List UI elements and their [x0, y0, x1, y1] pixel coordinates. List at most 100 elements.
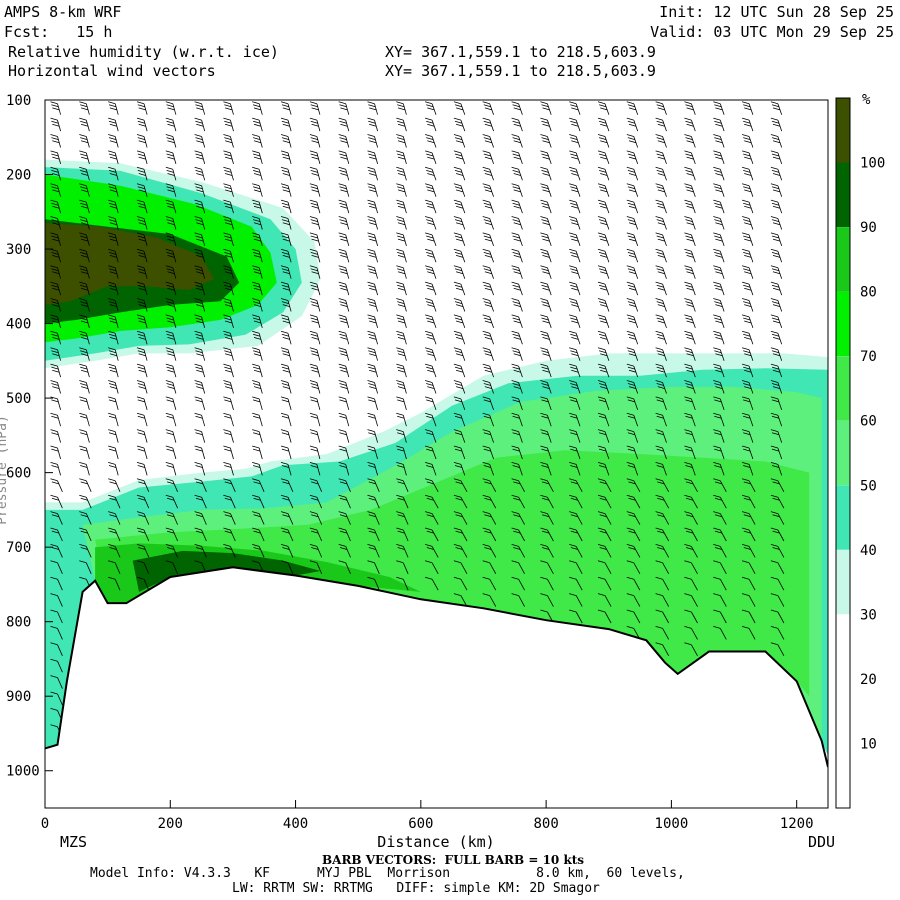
wind-barb-feather — [626, 183, 634, 187]
wind-barb-feather — [166, 104, 174, 108]
wind-barb-shaft — [489, 513, 497, 525]
wind-barb-feather — [454, 399, 463, 403]
wind-barb-shaft — [258, 169, 263, 181]
wind-barb-shaft — [460, 415, 466, 427]
wind-barb-feather — [600, 337, 608, 340]
wind-barb-feather — [426, 301, 434, 304]
wind-barb-shaft — [633, 169, 639, 181]
wind-barb-feather — [167, 271, 175, 275]
wind-barb-feather — [80, 235, 88, 239]
wind-barb-feather — [744, 156, 752, 160]
wind-barb-feather — [770, 478, 779, 482]
wind-barb-feather — [685, 301, 693, 304]
wind-barb-feather — [339, 497, 348, 501]
wind-barb-feather — [369, 140, 377, 144]
colorbar-swatch — [836, 420, 850, 486]
wind-barb-shaft — [345, 201, 350, 214]
wind-barb-shaft — [345, 103, 350, 115]
wind-barb-feather — [51, 317, 59, 321]
wind-barb-feather — [541, 170, 549, 173]
wind-barb-feather — [600, 304, 608, 307]
wind-barb-feather — [80, 219, 88, 222]
wind-barb-feather — [138, 547, 146, 550]
wind-barb-feather — [136, 134, 145, 137]
wind-barb-feather — [252, 415, 261, 419]
wind-barb-feather — [368, 186, 376, 190]
wind-barb-feather — [713, 544, 721, 547]
wind-barb-feather — [311, 497, 319, 501]
wind-barb-feather — [281, 153, 290, 157]
wind-barb-shaft — [633, 579, 641, 591]
wind-barb-shaft — [460, 316, 466, 329]
wind-barb-feather — [52, 304, 60, 307]
wind-barb-feather — [597, 281, 606, 285]
y-tick-label: 900 — [6, 689, 31, 705]
wind-barb-feather — [252, 399, 261, 403]
wind-barb-feather — [741, 216, 750, 219]
wind-barb-feather — [80, 448, 88, 452]
wind-barb-feather — [626, 380, 634, 383]
wind-barb-shaft — [143, 480, 150, 492]
wind-barb-feather — [396, 183, 404, 187]
wind-barb-feather — [597, 576, 606, 580]
wind-barb-feather — [540, 462, 548, 465]
wind-barb-feather — [340, 107, 348, 111]
wind-barb-feather — [50, 462, 58, 465]
wind-barb-feather — [51, 284, 59, 288]
wind-barb-feather — [484, 140, 493, 144]
wind-barb-shaft — [518, 316, 523, 329]
wind-barb-shaft — [114, 398, 119, 411]
wind-barb-feather — [454, 301, 463, 304]
wind-barb-shaft — [575, 447, 581, 460]
wind-barb-shaft — [230, 546, 236, 558]
wind-barb-shaft — [547, 103, 552, 115]
wind-barb-shaft — [518, 234, 523, 247]
wind-barb-feather — [224, 304, 233, 307]
wind-barb-feather — [338, 511, 346, 514]
wind-barb-feather — [252, 183, 260, 187]
wind-barb-shaft — [547, 480, 554, 492]
y-tick-label: 800 — [6, 615, 31, 631]
wind-barb-feather — [655, 347, 663, 351]
wind-barb-feather — [541, 333, 549, 337]
wind-barb-feather — [167, 255, 175, 258]
wind-barb-feather — [627, 252, 636, 255]
wind-barb-feather — [194, 363, 202, 367]
wind-barb-feather — [657, 271, 665, 275]
wind-barb-feather — [772, 369, 781, 373]
wind-barb-feather — [397, 252, 405, 255]
wind-barb-feather — [684, 560, 692, 564]
wind-barb-shaft — [691, 185, 696, 197]
wind-barb-shaft — [633, 415, 639, 427]
wind-barb-shaft — [633, 398, 639, 411]
wind-barb-feather — [196, 337, 204, 340]
wind-barb-shaft — [719, 201, 725, 214]
wind-barb-shaft — [460, 529, 468, 542]
wind-barb-feather — [655, 330, 663, 334]
wind-barb-shaft — [258, 415, 263, 427]
wind-barb-shaft — [57, 431, 61, 443]
wind-barb-feather — [628, 320, 637, 324]
wind-barb-feather — [656, 317, 664, 321]
wind-barb-feather — [626, 314, 634, 318]
wind-barb-feather — [252, 202, 261, 206]
wind-barb-shaft — [57, 611, 63, 624]
wind-barb-feather — [282, 156, 290, 160]
wind-barb-feather — [453, 216, 462, 219]
wind-barb-feather — [685, 415, 693, 419]
colorbar-swatch — [836, 162, 850, 227]
wind-barb-shaft — [316, 316, 321, 329]
wind-barb-shaft — [691, 415, 696, 427]
wind-barb-shaft — [172, 218, 177, 230]
wind-barb-shaft — [691, 119, 696, 132]
wind-barb-shaft — [748, 234, 754, 247]
y-tick-label: 700 — [6, 540, 31, 556]
wind-barb-feather — [369, 386, 377, 389]
wind-barb-feather — [424, 445, 433, 449]
wind-barb-feather — [771, 415, 780, 419]
wind-barb-feather — [484, 320, 493, 324]
wind-barb-feather — [311, 304, 319, 307]
wind-barb-feather — [453, 478, 462, 482]
wind-barb-feather — [542, 238, 550, 242]
wind-barb-feather — [50, 134, 58, 137]
